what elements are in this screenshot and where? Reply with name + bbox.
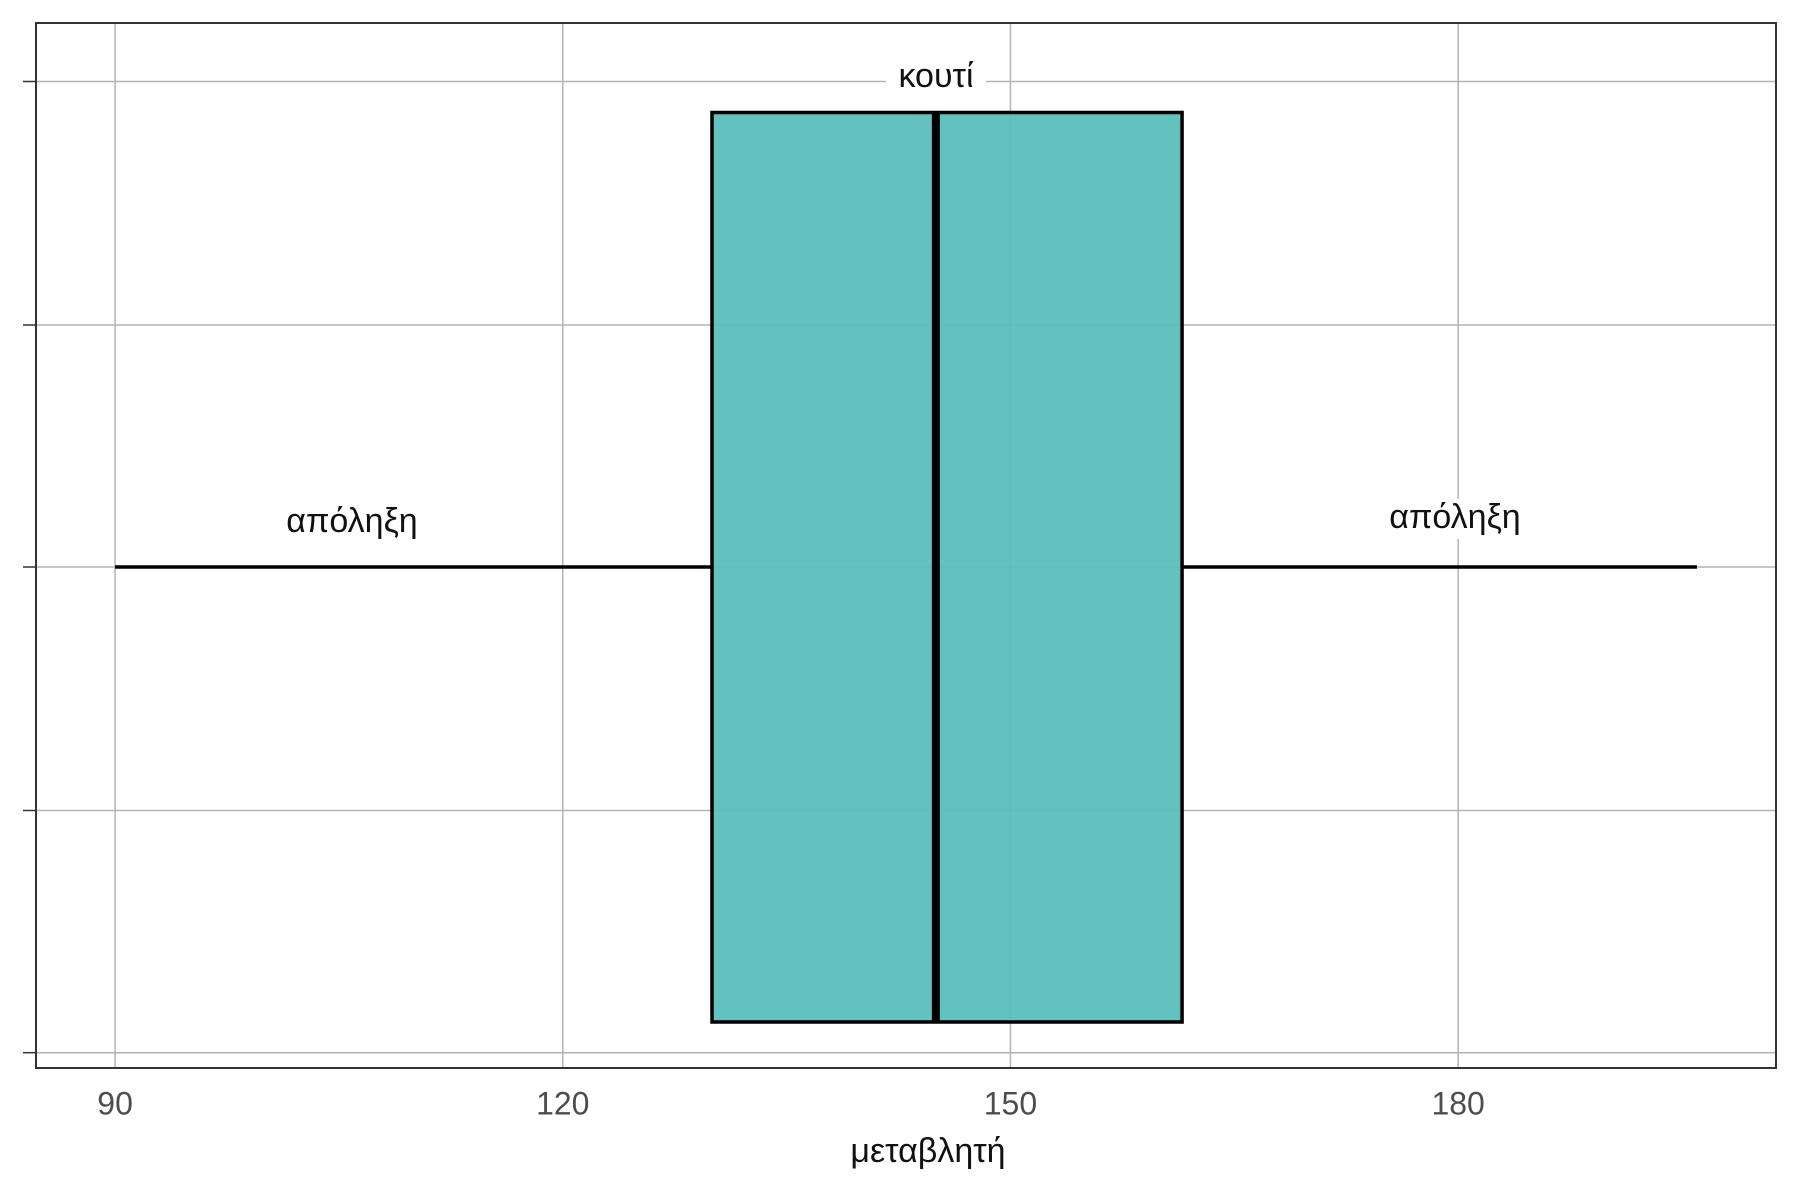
annotation-bg [280,503,424,543]
x-tick-label: 150 [984,1085,1037,1121]
x-tick-label: 120 [536,1085,589,1121]
annotation: κουτί [898,57,974,95]
annotation: απόληξη [1389,498,1520,536]
box [710,110,1184,1024]
x-tick-label: 90 [97,1085,133,1121]
marks: κουτί απόληξη απόληξη [115,56,1697,1024]
annotation-bg [1383,499,1527,539]
panel-border [35,22,1777,1069]
x-axis-label: μεταβλητή [850,1132,1005,1170]
x-tick-label: 180 [1431,1085,1484,1121]
annotation: απόληξη [286,502,417,540]
annotation-bg [886,56,986,100]
